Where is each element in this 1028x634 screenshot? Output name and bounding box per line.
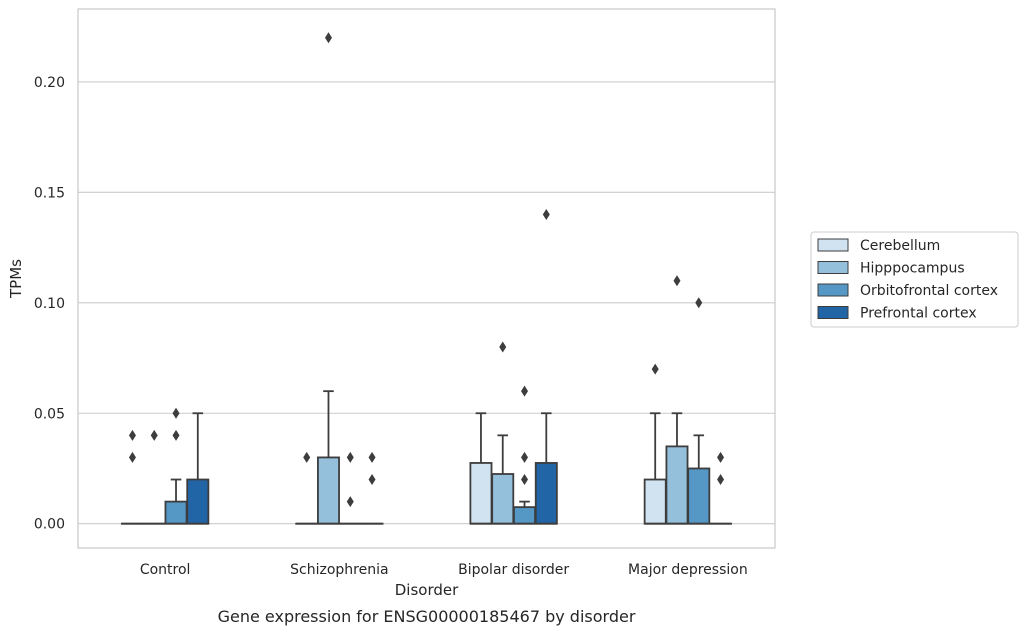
- box-0-2: [469, 412, 493, 525]
- x-tick-label: Bipolar disorder: [458, 562, 569, 578]
- y-axis-label: TPMs: [7, 259, 25, 299]
- box-1-3: [665, 275, 689, 525]
- box-body: [164, 500, 188, 525]
- legend-swatch: [817, 261, 849, 274]
- legend: Cerebellum Hipppocampus Orbitofrontal cort…: [810, 231, 1019, 328]
- legend-label: Cerebellum: [860, 238, 940, 254]
- box-body: [469, 462, 493, 525]
- outlier-point: [346, 451, 354, 463]
- box-1-1: [317, 32, 340, 525]
- y-tick-label: 0.10: [34, 296, 65, 312]
- y-tick-label: 0.00: [34, 517, 65, 533]
- box-2-0: [164, 407, 188, 525]
- box-body: [317, 456, 340, 525]
- box-body: [491, 473, 515, 525]
- legend-frame: [810, 231, 1019, 328]
- box-3-3: [709, 451, 733, 525]
- box-1-2: [491, 341, 515, 525]
- box-body: [665, 445, 689, 525]
- box-0-3: [643, 363, 667, 525]
- outlier-point: [717, 451, 725, 463]
- chart-caption: Gene expression for ENSG00000185467 by d…: [218, 607, 636, 626]
- outlier-point: [346, 496, 354, 508]
- box-body: [186, 478, 210, 525]
- legend-label: Orbitofrontal cortex: [860, 283, 998, 299]
- outlier-point: [172, 407, 180, 419]
- box-body: [687, 467, 711, 525]
- box-0-1: [295, 451, 319, 525]
- outlier-point: [521, 474, 529, 486]
- outlier-point: [303, 451, 311, 463]
- box-2-2: [513, 385, 536, 525]
- box-body: [534, 462, 558, 525]
- outlier-point: [128, 429, 136, 441]
- box-3-1: [360, 451, 384, 525]
- outlier-point: [324, 32, 332, 44]
- legend-swatch: [817, 238, 849, 252]
- outlier-point: [673, 275, 681, 287]
- legend-swatch: [817, 283, 849, 297]
- outlier-point: [128, 451, 136, 463]
- outlier-point: [542, 208, 550, 220]
- y-tick-label: 0.15: [34, 185, 65, 201]
- outlier-point: [521, 385, 529, 397]
- x-tick-label: Control: [140, 562, 191, 578]
- x-axis-label: Disorder: [395, 581, 459, 599]
- outlier-point: [651, 363, 659, 375]
- legend-label: Prefrontal cortex: [860, 306, 977, 322]
- x-tick-labels: Control Schizophrenia Bipolar disorder Majo…: [140, 548, 748, 578]
- outlier-point: [150, 429, 158, 441]
- box-body: [513, 506, 536, 525]
- outlier-point: [172, 429, 180, 441]
- outlier-point: [368, 451, 376, 463]
- outlier-point: [499, 341, 507, 353]
- outlier-point: [368, 474, 376, 486]
- x-tick-label: Major depression: [628, 562, 748, 578]
- outlier-point: [695, 297, 703, 309]
- box-plot-series: [120, 32, 733, 525]
- outlier-point: [717, 474, 725, 486]
- y-tick-labels: 0.00 0.05 0.10 0.15 0.20: [34, 75, 65, 533]
- box-0-0: [120, 429, 144, 525]
- legend-swatch: [817, 306, 849, 319]
- box-2-1: [338, 451, 362, 525]
- box-2-3: [687, 297, 711, 525]
- outlier-point: [521, 451, 529, 463]
- y-tick-label: 0.20: [34, 75, 65, 91]
- box-body: [643, 478, 667, 525]
- x-tick-label: Schizophrenia: [290, 562, 388, 578]
- plot-frame: [77, 8, 776, 549]
- box-1-0: [142, 429, 166, 525]
- box-3-2: [534, 208, 558, 525]
- y-tick-label: 0.05: [34, 406, 65, 422]
- legend-label: Hipppocampus: [860, 261, 965, 277]
- box-3-0: [186, 412, 210, 525]
